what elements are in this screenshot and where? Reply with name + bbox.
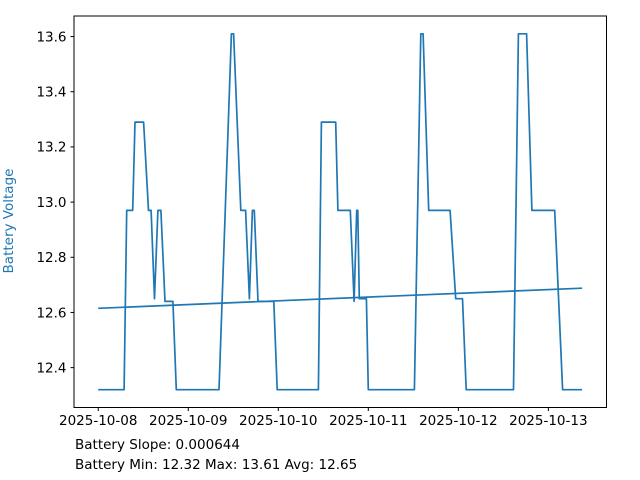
y-tick-label: 13.6 [36, 29, 66, 45]
y-tick-label: 13.4 [36, 85, 66, 101]
y-tick-label: 12.4 [36, 360, 66, 376]
x-tick-label: 2025-10-10 [239, 413, 317, 429]
y-tick-label: 12.6 [36, 305, 66, 321]
annotation-battery-min-max-avg: Battery Min: 12.32 Max: 13.61 Avg: 12.65 [75, 457, 357, 473]
x-tick-label: 2025-10-11 [329, 413, 407, 429]
y-tick-label: 13.2 [36, 140, 66, 156]
annotation-battery-slope: Battery Slope: 0.000644 [75, 437, 240, 453]
series-line-battery-voltage [98, 32, 583, 391]
x-tick-label: 2025-10-13 [509, 413, 587, 429]
y-axis: 12.4 12.6 12.8 13.0 13.2 13.4 13.6 [36, 29, 74, 376]
plot-frame [73, 15, 607, 408]
y-axis-label: Battery Voltage [1, 169, 17, 274]
y-tick-label: 12.8 [36, 250, 66, 266]
axes-border [73, 15, 607, 408]
x-tick-label: 2025-10-12 [419, 413, 497, 429]
x-axis: 2025-10-08 2025-10-09 2025-10-10 2025-10-11… [59, 407, 588, 429]
y-tick-label: 13.0 [36, 195, 66, 211]
x-tick-label: 2025-10-08 [59, 413, 137, 429]
series-line-trend-line [98, 287, 583, 310]
data-series [98, 32, 583, 391]
x-tick-label: 2025-10-09 [149, 413, 227, 429]
